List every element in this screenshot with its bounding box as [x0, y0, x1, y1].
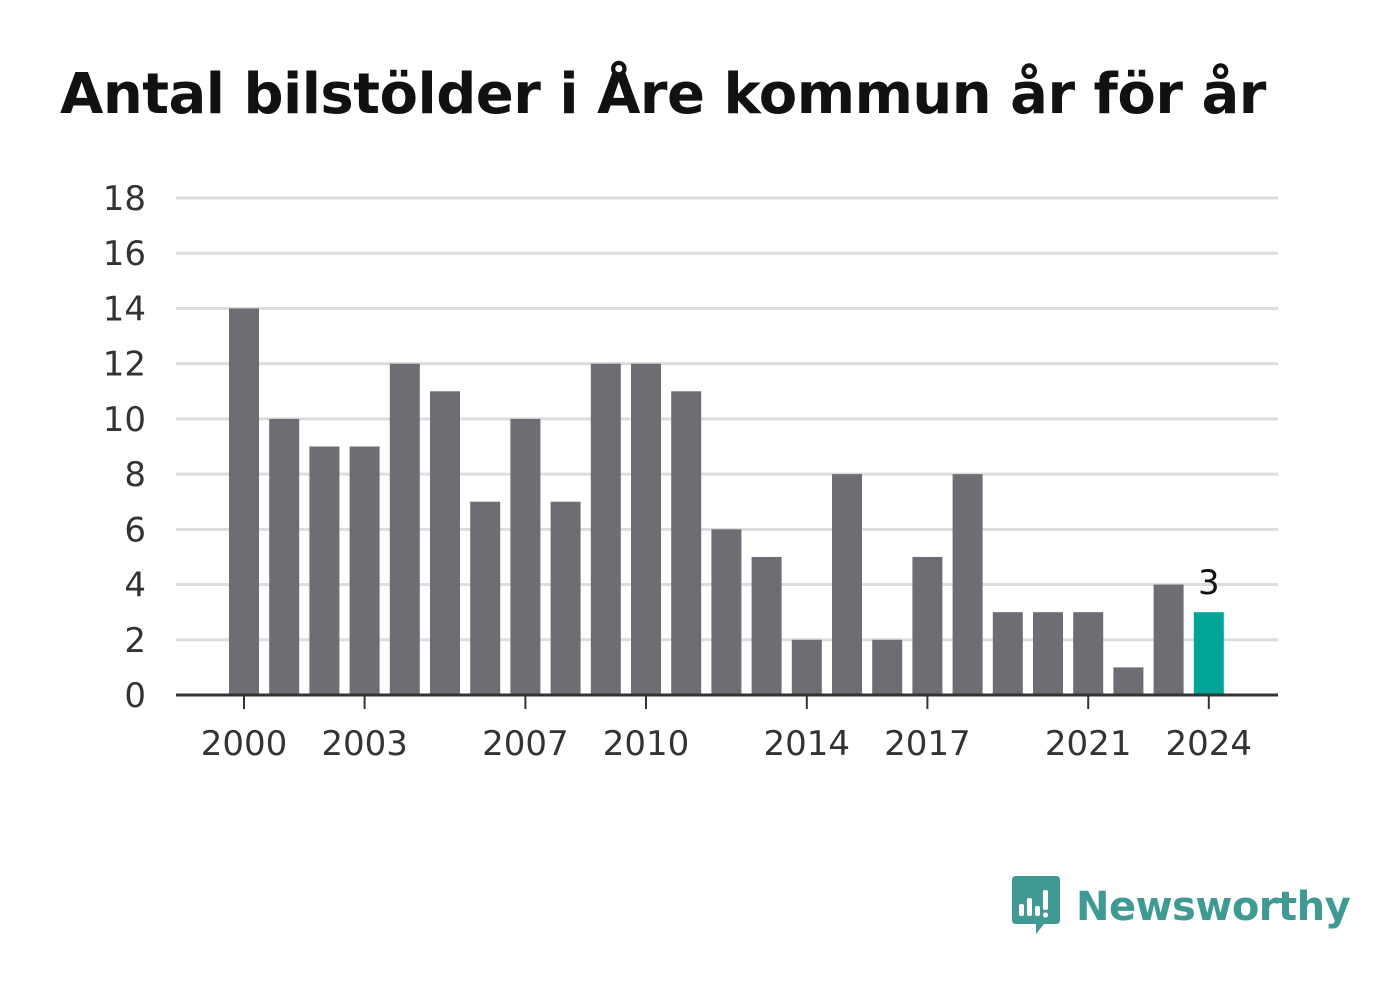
bar: [631, 363, 661, 695]
bar: [992, 612, 1023, 695]
bar: [1073, 612, 1104, 695]
bar: [229, 308, 259, 695]
bar: [389, 363, 420, 695]
y-tick-label: 0: [124, 676, 146, 716]
x-tick-label: 2024: [1166, 724, 1253, 764]
data-labels: 3: [1198, 563, 1220, 603]
data-label: 3: [1198, 563, 1220, 603]
bar: [872, 639, 903, 695]
bar: [1193, 612, 1224, 695]
x-tick-label: 2021: [1045, 724, 1132, 764]
bar: [751, 556, 782, 695]
chart-title: Antal bilstölder i Åre kommun år för år: [60, 62, 1266, 127]
y-tick-label: 10: [103, 400, 146, 440]
bar: [791, 639, 822, 695]
bar: [470, 501, 501, 695]
bars: [229, 308, 1224, 695]
bar: [711, 529, 742, 695]
bar: [349, 446, 380, 695]
bar: [309, 446, 340, 695]
y-tick-label: 4: [124, 566, 146, 606]
y-tick-label: 16: [103, 234, 146, 274]
bar: [550, 501, 581, 695]
x-tick-label: 2003: [321, 724, 408, 764]
y-tick-label: 6: [124, 510, 146, 550]
bar: [1153, 584, 1184, 695]
bar: [1113, 667, 1144, 695]
x-tick-label: 2017: [884, 724, 971, 764]
x-tick-label: 2007: [482, 724, 569, 764]
newsworthy-logo: Newsworthy: [1010, 876, 1351, 938]
bar-chart: 0 2 4 6 8 10 12 14 16 18 2000 2003 2007 2010 2014 2017…: [103, 179, 1278, 764]
bar: [269, 418, 300, 695]
x-tick-label: 2000: [201, 724, 288, 764]
bar: [1033, 612, 1063, 695]
bar: [952, 474, 983, 695]
y-axis-ticks: 0 2 4 6 8 10 12 14 16 18: [103, 179, 146, 716]
y-tick-label: 18: [103, 179, 146, 219]
x-axis: 2000 2003 2007 2010 2014 2017 2021 2024: [176, 693, 1278, 764]
y-tick-label: 14: [103, 289, 146, 329]
y-tick-label: 2: [124, 621, 146, 661]
bar: [430, 391, 460, 695]
x-tick-label: 2014: [764, 724, 851, 764]
bar: [590, 363, 621, 695]
newsworthy-logo-icon: [1012, 876, 1060, 934]
bar: [832, 474, 862, 695]
bar: [912, 556, 943, 695]
bar: [671, 391, 702, 695]
bar: [510, 418, 541, 695]
y-tick-label: 8: [124, 455, 146, 495]
brand-name: Newsworthy: [1076, 884, 1351, 930]
y-tick-label: 12: [103, 345, 146, 385]
x-tick-label: 2010: [603, 724, 690, 764]
